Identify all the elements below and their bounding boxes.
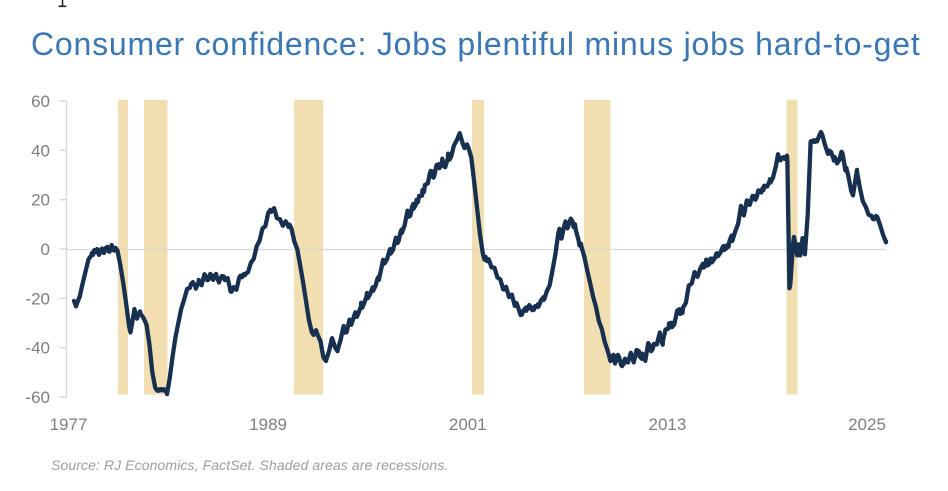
svg-text:2013: 2013: [648, 415, 686, 434]
svg-text:-40: -40: [25, 339, 50, 358]
svg-text:2001: 2001: [449, 415, 487, 434]
svg-text:40: 40: [31, 141, 50, 160]
svg-text:-20: -20: [25, 289, 50, 308]
svg-text:1989: 1989: [249, 415, 287, 434]
svg-text:60: 60: [31, 92, 50, 111]
svg-text:0: 0: [41, 240, 50, 259]
svg-text:20: 20: [31, 191, 50, 210]
svg-text:-60: -60: [25, 388, 50, 407]
svg-text:2025: 2025: [848, 415, 886, 434]
svg-text:1977: 1977: [50, 415, 88, 434]
